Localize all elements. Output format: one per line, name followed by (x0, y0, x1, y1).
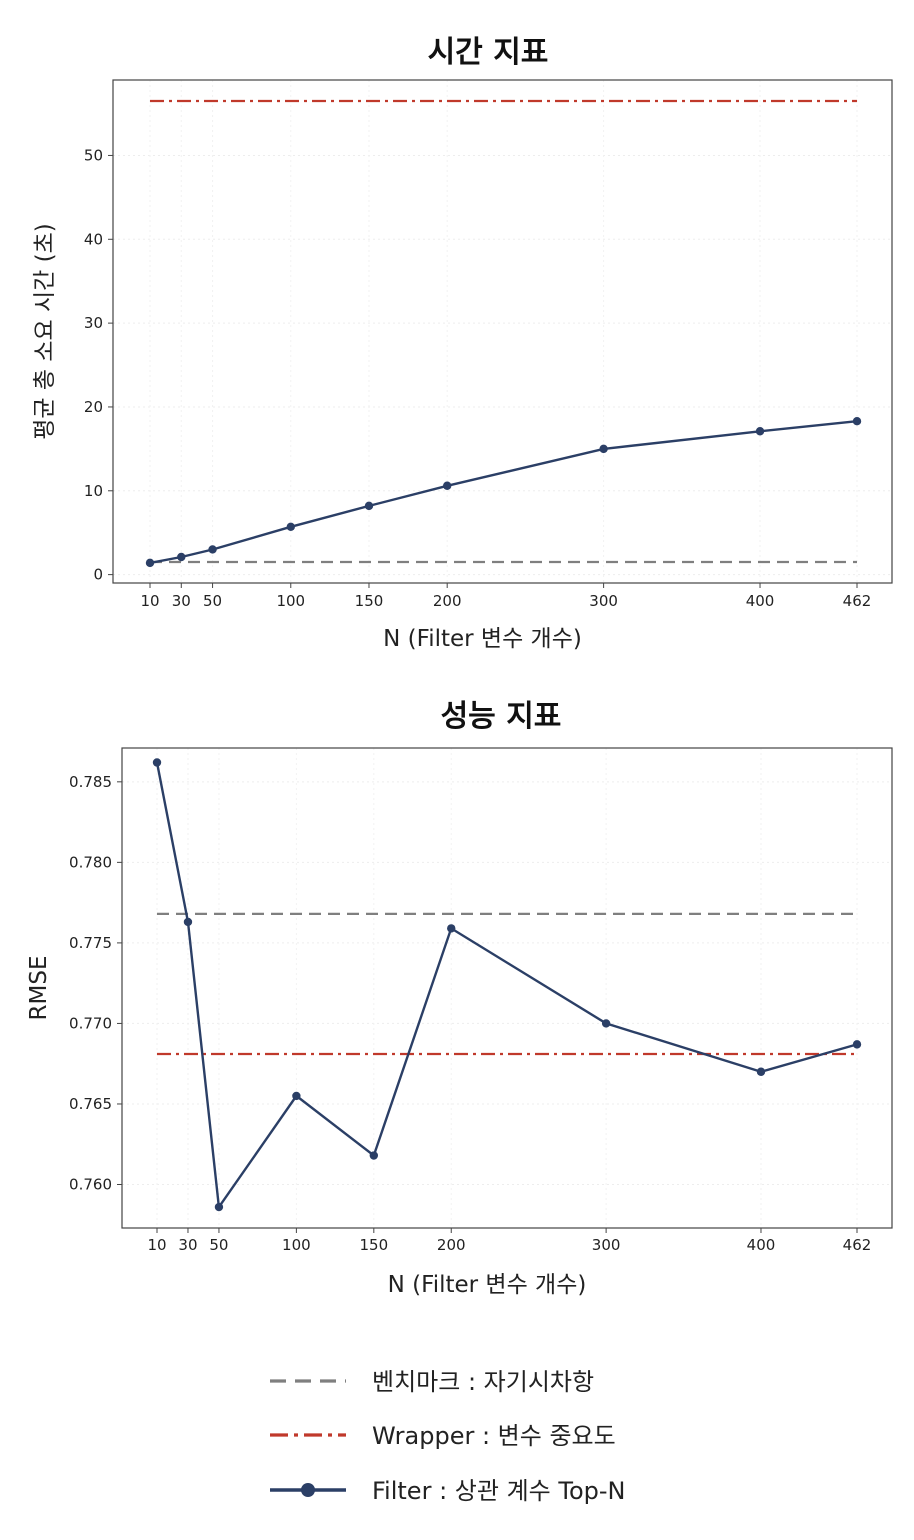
chart1-series-filter-point (755, 427, 765, 436)
chart2-series-filter-point (152, 758, 162, 767)
chart2-ytick-label: 0.760 (69, 1176, 112, 1194)
chart1-ytick-label: 40 (84, 230, 103, 248)
chart2-series-filter-point (369, 1151, 379, 1160)
chart1-series-filter-point (286, 522, 295, 532)
chart2-xtick-label: 50 (209, 1236, 228, 1254)
chart2-ylabel: RMSE (26, 956, 52, 1021)
chart1-series-filter-point (442, 481, 452, 490)
chart1-series-filter-point (852, 417, 862, 426)
chart1-ytick-label: 10 (84, 482, 103, 500)
chart1-series-filter-point (145, 558, 155, 568)
chart2-xtick-label: 10 (147, 1236, 166, 1254)
chart2-series-filter-point (756, 1067, 766, 1076)
chart2-xtick-label: 400 (747, 1236, 776, 1254)
chart1-xtick-label: 30 (172, 592, 191, 610)
chart2-series-filter-point (183, 917, 193, 927)
chart1-ytick-label: 0 (93, 566, 103, 584)
chart1-xtick-label: 462 (843, 592, 872, 610)
chart1-series-filter-line (149, 420, 858, 565)
legend-filter-marker (301, 1483, 315, 1497)
legend: 벤치마크 : 자기시차항 Wrapper : 변수 중요도 Filter : 상관 … (270, 1368, 625, 1505)
chart1-ytick-label: 20 (84, 398, 103, 416)
chart1-ytick-label: 50 (84, 146, 103, 164)
chart1-xtick-label: 300 (589, 592, 618, 610)
chart2-series-filter-point (852, 1040, 862, 1049)
chart2-series-filter-point (292, 1091, 301, 1101)
chart1-series-filter-point (364, 501, 374, 511)
chart2-ytick-label: 0.775 (69, 934, 112, 952)
chart2-title: 성능 지표 (441, 699, 562, 734)
legend-filter-label: Filter : 상관 계수 Top-N (372, 1477, 625, 1505)
chart2-plot-frame (121, 747, 893, 1229)
chart1-series-filter-point (599, 444, 608, 454)
chart1-series-filter-point (177, 552, 186, 562)
chart2-xtick-label: 30 (178, 1236, 197, 1254)
chart2-ytick-label: 0.785 (69, 773, 112, 791)
chart1-ylabel: 평균 총 소요 시간 (초) (32, 223, 58, 439)
chart2-xlabel: N (Filter 변수 개수) (388, 1272, 587, 1298)
chart1-xlabel: N (Filter 변수 개수) (383, 626, 582, 652)
chart1-plot-frame (112, 79, 893, 584)
chart1-xtick-label: 400 (746, 592, 775, 610)
chart2-xtick-label: 100 (282, 1236, 311, 1254)
chart2: 성능 지표 0.760 0.765 0.770 0.775 0.780 0.785 10 30 5… (26, 699, 893, 1298)
chart1-xtick-label: 150 (355, 592, 384, 610)
chart1-xtick-label: 10 (140, 592, 159, 610)
chart2-series-filter-line (155, 762, 858, 1211)
chart2-xtick-label: 300 (592, 1236, 621, 1254)
chart2-series-filter-point (214, 1202, 224, 1212)
legend-wrapper-label: Wrapper : 변수 중요도 (372, 1422, 616, 1450)
chart2-series-filter-point (601, 1019, 611, 1028)
chart2-xtick-label: 462 (843, 1236, 872, 1254)
chart2-ytick-label: 0.780 (69, 853, 112, 871)
chart2-ytick-label: 0.770 (69, 1014, 112, 1032)
chart2-xtick-label: 150 (359, 1236, 388, 1254)
chart1-title: 시간 지표 (428, 35, 549, 70)
chart2-xtick-label: 200 (437, 1236, 466, 1254)
chart1: 시간 지표 0 10 20 30 40 50 10 30 50 100 150 200 300 400 462… (32, 35, 893, 652)
legend-benchmark-label: 벤치마크 : 자기시차항 (372, 1368, 594, 1396)
chart1-xtick-label: 50 (203, 592, 222, 610)
chart1-xtick-label: 200 (433, 592, 462, 610)
chart2-ytick-label: 0.765 (69, 1095, 112, 1113)
chart1-series-filter-point (208, 545, 217, 554)
chart1-xtick-label: 100 (276, 592, 305, 610)
chart2-series-filter-point (447, 924, 456, 933)
chart1-ytick-label: 30 (84, 314, 103, 332)
